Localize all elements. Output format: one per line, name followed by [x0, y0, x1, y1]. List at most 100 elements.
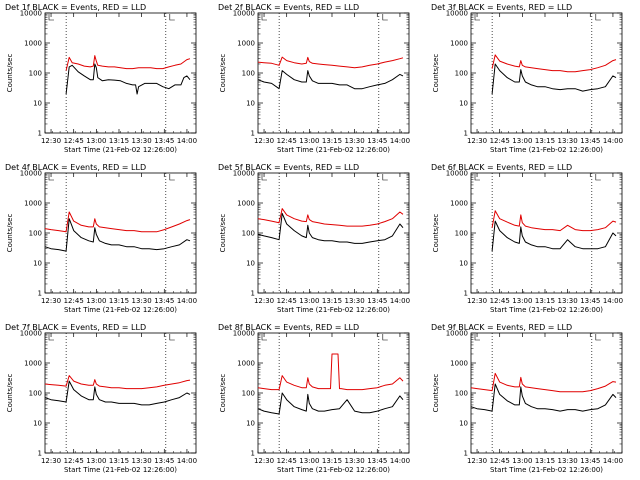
x-tick-label: 13:15 — [109, 457, 129, 465]
series-line-events — [470, 383, 617, 412]
x-tick-label: 13:00 — [299, 457, 319, 465]
panel-det-9: Det 9f BLACK = Events, RED = LLD 1 10 100 10… — [431, 323, 623, 474]
x-tick-label: 14:00 — [603, 137, 623, 145]
x-axis-label: Start Time (21-Feb-02 12:26:00) — [277, 306, 390, 314]
y-tick-label: 1 — [464, 130, 468, 138]
x-tick-label: 14:00 — [177, 297, 197, 305]
y-tick-label: 10 — [33, 420, 42, 428]
x-tick-label: 13:00 — [86, 457, 106, 465]
panel-det-8: Det 8f BLACK = Events, RED = LLD 1 10 100 10… — [218, 323, 410, 474]
y-tick-label: 100 — [455, 390, 468, 398]
y-tick-label: 1 — [251, 290, 255, 298]
panel-title: Det 3f BLACK = Events, RED = LLD — [431, 3, 572, 12]
x-tick-label: 12:30 — [41, 137, 61, 145]
x-tick-label: 12:30 — [254, 137, 274, 145]
y-tick-label: 10000 — [20, 10, 42, 18]
x-tick-label: 13:45 — [367, 297, 387, 305]
y-tick-label: 1000 — [237, 200, 255, 208]
y-tick-label: 1 — [464, 450, 468, 458]
panel-title: Det 7f BLACK = Events, RED = LLD — [5, 323, 146, 332]
x-tick-label: 13:00 — [86, 297, 106, 305]
y-tick-label: 1000 — [450, 40, 468, 48]
corner-bracket-mark — [595, 174, 601, 181]
y-tick-label: 10 — [459, 260, 468, 268]
y-tick-label: 1000 — [237, 360, 255, 368]
x-tick-label: 12:45 — [490, 137, 510, 145]
x-tick-label: 12:30 — [254, 297, 274, 305]
y-tick-label: 1000 — [237, 40, 255, 48]
x-tick-label: 14:00 — [177, 137, 197, 145]
x-tick-label: 12:30 — [41, 457, 61, 465]
corner-bracket-mark — [382, 174, 388, 181]
y-tick-label: 1 — [464, 290, 468, 298]
x-axis-label: Start Time (21-Feb-02 12:26:00) — [64, 466, 177, 474]
series-line-lld — [44, 211, 191, 233]
plot-frame — [470, 332, 623, 454]
y-tick-label: 1000 — [24, 200, 42, 208]
series-line-events — [65, 63, 191, 95]
x-tick-label: 12:45 — [277, 297, 297, 305]
y-axis-label: Counts/sec — [432, 374, 440, 413]
y-tick-label: 1 — [251, 450, 255, 458]
x-tick-label: 12:30 — [467, 297, 487, 305]
y-tick-label: 1 — [38, 290, 42, 298]
series-line-lld — [257, 56, 404, 69]
y-axis-label: Counts/sec — [432, 214, 440, 253]
panel-title: Det 6f BLACK = Events, RED = LLD — [431, 163, 572, 172]
y-tick-label: 100 — [242, 390, 255, 398]
series-line-events — [44, 380, 191, 406]
y-tick-label: 10000 — [233, 170, 255, 178]
x-tick-label: 13:45 — [367, 137, 387, 145]
x-tick-label: 12:45 — [490, 297, 510, 305]
panel-title: Det 8f BLACK = Events, RED = LLD — [218, 323, 359, 332]
corner-bracket-mark — [48, 174, 54, 181]
y-tick-label: 1000 — [450, 200, 468, 208]
corner-bracket-mark — [169, 334, 175, 341]
series-line-lld — [257, 353, 404, 391]
x-tick-label: 13:30 — [345, 137, 365, 145]
y-tick-label: 100 — [455, 230, 468, 238]
plot-frame — [257, 12, 410, 134]
x-axis-label: Start Time (21-Feb-02 12:26:00) — [277, 146, 390, 154]
x-tick-label: 13:15 — [535, 297, 555, 305]
x-tick-label: 13:15 — [535, 457, 555, 465]
x-tick-label: 14:00 — [390, 297, 410, 305]
y-axis-label: Counts/sec — [6, 374, 14, 413]
x-axis-label: Start Time (21-Feb-02 12:26:00) — [490, 466, 603, 474]
x-tick-label: 13:45 — [154, 297, 174, 305]
series-line-lld — [470, 372, 617, 393]
y-tick-label: 100 — [242, 230, 255, 238]
panel-det-3: Det 3f BLACK = Events, RED = LLD 1 10 100 10… — [431, 3, 623, 154]
x-tick-label: 13:15 — [322, 297, 342, 305]
x-tick-label: 14:00 — [177, 457, 197, 465]
corner-bracket-mark — [261, 334, 267, 341]
plot-frame — [257, 172, 410, 294]
x-tick-label: 12:45 — [277, 137, 297, 145]
series-line-lld — [257, 208, 404, 227]
panel-det-2: Det 2f BLACK = Events, RED = LLD 1 10 100 10… — [218, 3, 410, 154]
y-axis-label: Counts/sec — [6, 54, 14, 93]
series-line-events — [257, 212, 404, 244]
y-tick-label: 1 — [251, 130, 255, 138]
corner-bracket-mark — [474, 174, 480, 181]
x-tick-label: 12:45 — [64, 457, 84, 465]
corner-bracket-mark — [382, 14, 388, 21]
y-axis-label: Counts/sec — [219, 54, 227, 93]
x-tick-label: 13:00 — [512, 457, 532, 465]
corner-bracket-mark — [474, 14, 480, 21]
y-tick-label: 10000 — [20, 170, 42, 178]
y-axis-label: Counts/sec — [432, 54, 440, 93]
corner-bracket-mark — [261, 174, 267, 181]
x-tick-label: 13:30 — [132, 297, 152, 305]
x-tick-label: 13:00 — [86, 137, 106, 145]
x-tick-label: 13:15 — [109, 137, 129, 145]
x-tick-label: 13:45 — [367, 457, 387, 465]
y-tick-label: 10 — [246, 100, 255, 108]
series-line-lld — [65, 55, 191, 71]
corner-bracket-mark — [261, 14, 267, 21]
x-tick-label: 13:30 — [132, 457, 152, 465]
x-tick-label: 13:45 — [580, 297, 600, 305]
x-tick-label: 12:45 — [64, 137, 84, 145]
panel-title: Det 1f BLACK = Events, RED = LLD — [5, 3, 146, 12]
